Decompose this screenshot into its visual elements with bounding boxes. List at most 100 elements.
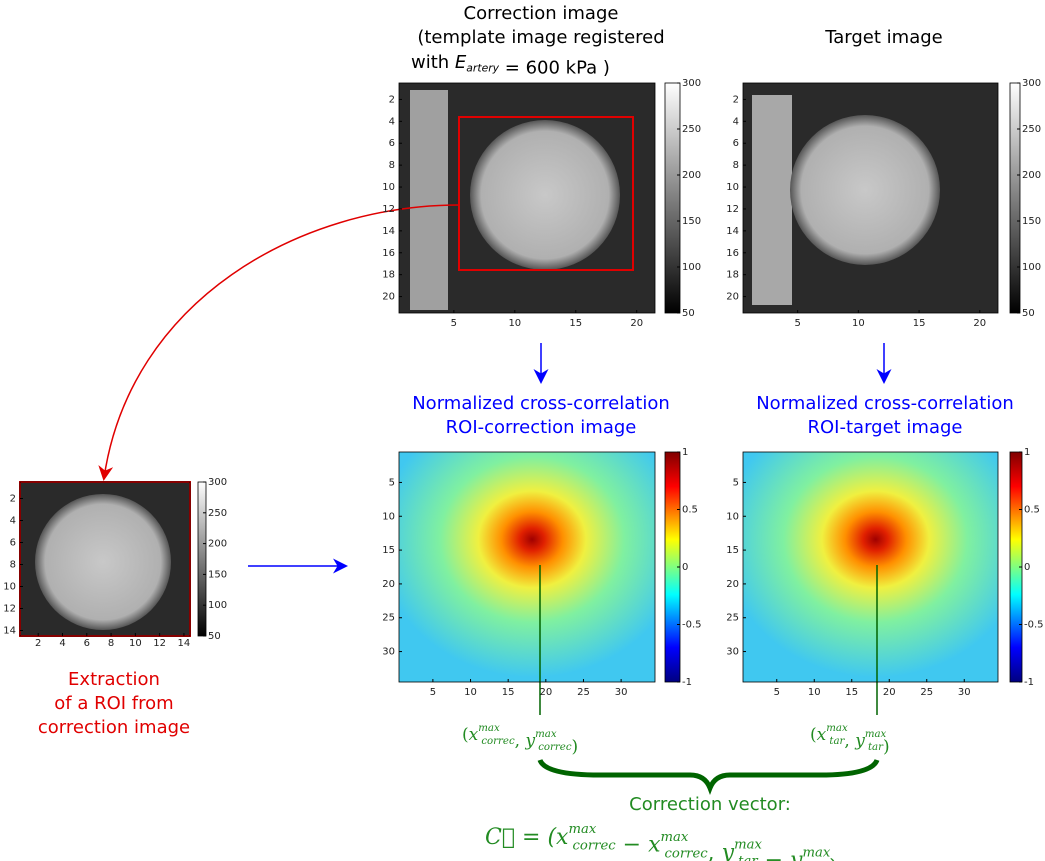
ncc-title: Normalized cross-correlation [412, 393, 670, 414]
y-tick-label: 12 [382, 204, 395, 215]
subscript: tar [738, 854, 758, 861]
colorbar-tick-label: 1 [1024, 447, 1030, 458]
x-tick-label: 5 [430, 687, 436, 698]
colorbar-tick-label: 1 [682, 447, 688, 458]
y-tick-label: 8 [389, 160, 395, 171]
image-disk [470, 120, 620, 270]
y-tick-label: 30 [382, 647, 395, 658]
x-tick-label: 10 [852, 318, 865, 329]
formula-part: y [854, 730, 865, 750]
superscript: max [535, 729, 557, 740]
colorbar-tick-label: 300 [682, 78, 701, 89]
image-disk [790, 115, 940, 265]
y-tick-label: 14 [726, 226, 739, 237]
x-tick-label: 5 [794, 318, 800, 329]
colorbar-tick-label: 200 [1022, 170, 1041, 181]
colorbar-tick-label: -1 [1024, 677, 1034, 688]
colorbar-tick-label: 150 [208, 569, 227, 580]
y-tick-label: 6 [389, 138, 395, 149]
brace [537, 758, 880, 795]
y-tick-label: 10 [382, 182, 395, 193]
formula-part: x [817, 725, 827, 745]
formula-part: E [455, 52, 467, 73]
colorbar-tick-label: 200 [208, 539, 227, 550]
y-tick-label: 15 [726, 545, 739, 556]
image-band [410, 90, 448, 310]
colorbar-tick-label: 250 [208, 508, 227, 519]
colorbar-tick-label: 50 [682, 308, 695, 319]
colorbar-tick-label: 200 [682, 170, 701, 181]
y-tick-label: 12 [3, 604, 16, 615]
superscript: max [660, 829, 688, 844]
x-tick-label: 12 [153, 638, 166, 649]
colorbar-tick-label: 0 [1024, 562, 1030, 573]
colorbar-tick-label: -1 [682, 677, 692, 688]
x-tick-label: 10 [808, 687, 821, 698]
axes-frame [398, 451, 656, 683]
x-tick-label: 25 [920, 687, 933, 698]
x-tick-label: 20 [973, 318, 986, 329]
formula-part: , [515, 730, 526, 750]
title: Target image [824, 27, 942, 48]
colorbar-tick-label: 250 [682, 124, 701, 135]
x-tick-label: 8 [108, 638, 114, 649]
y-tick-label: 25 [726, 613, 739, 624]
y-tick-label: 4 [733, 116, 739, 127]
x-tick-label: 15 [569, 318, 582, 329]
y-tick-label: 12 [726, 204, 739, 215]
subscript: artery [466, 61, 499, 74]
subscript: correc [665, 846, 709, 861]
roi-box [458, 116, 634, 271]
subscript: correc [538, 742, 572, 753]
formula-part: y [721, 840, 735, 861]
image-band [752, 95, 792, 305]
colorbar [1009, 82, 1021, 314]
formula-part: = 600 kPa [499, 57, 597, 78]
images [19, 83, 998, 682]
y-tick-label: 8 [10, 560, 16, 571]
extraction-arrow [98, 204, 460, 481]
y-tick-label: 10 [3, 582, 16, 593]
superscript: max [734, 837, 762, 852]
y-tick-label: 18 [382, 270, 395, 281]
x-tick-label: 2 [35, 638, 41, 649]
y-tick-label: 16 [382, 248, 395, 259]
x-tick-label: 5 [451, 318, 457, 329]
x-tick-label: 14 [178, 638, 191, 649]
y-tick-label: 4 [10, 516, 16, 527]
y-tick-label: 2 [389, 94, 395, 105]
title: Correction image [464, 3, 619, 24]
x-tick-label: 15 [502, 687, 515, 698]
x-tick-label: 15 [913, 318, 926, 329]
title-formula: with Eartery = 600 kPa ) [411, 52, 610, 78]
subscript: tar [868, 742, 884, 753]
ncc-title: ROI-correction image [446, 417, 637, 438]
max-label: (xmax tar, ymax tar) [810, 723, 890, 756]
colorbar-tick-label: 100 [208, 600, 227, 611]
formula-part: − [616, 833, 648, 858]
colorbar-tick-label: -0.5 [1024, 620, 1044, 631]
formula-part: with [411, 52, 455, 73]
subscript: tar [829, 736, 845, 747]
superscript: max [826, 723, 848, 734]
formula-part: y [524, 730, 535, 750]
max-label: (xmax correc, ymax correc) [462, 723, 578, 756]
x-tick-label: 5 [774, 687, 780, 698]
y-tick-label: 30 [726, 647, 739, 658]
y-tick-label: 2 [733, 94, 739, 105]
x-tick-label: 20 [630, 318, 643, 329]
y-tick-label: 4 [389, 116, 395, 127]
formula-part: ) [883, 736, 890, 756]
colorbar-tick-label: 300 [1022, 78, 1041, 89]
formula-part: y [789, 848, 803, 861]
subscript: correc [573, 838, 617, 853]
formula-part: ) [572, 736, 579, 756]
x-tick-label: 30 [958, 687, 971, 698]
formula-part: x [556, 825, 569, 850]
x-tick-label: 30 [615, 687, 628, 698]
formula-part: , [844, 730, 855, 750]
y-tick-label: 5 [733, 477, 739, 488]
y-tick-label: 10 [726, 182, 739, 193]
axes-frame [742, 82, 999, 314]
